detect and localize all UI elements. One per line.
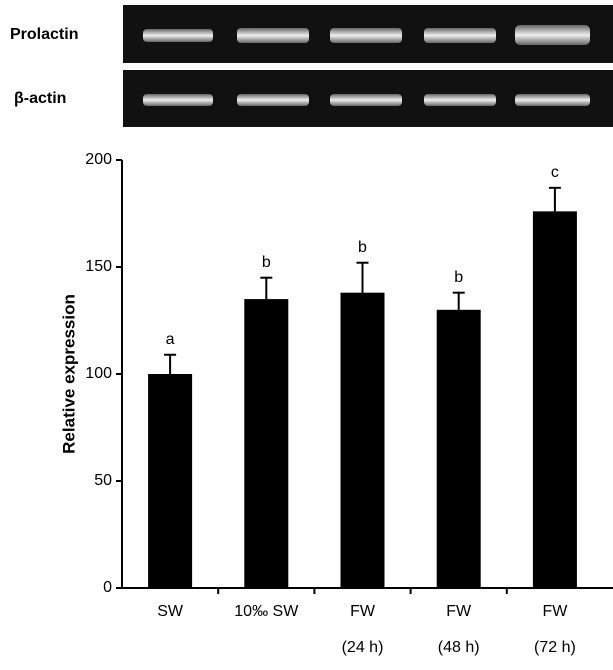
bar	[341, 293, 385, 588]
x-tick-label: FW	[542, 603, 568, 620]
y-axis-title: Relative expression	[59, 294, 78, 454]
band	[515, 94, 590, 106]
y-tick-label: 50	[94, 472, 112, 489]
figure: Prolactin β-actin Relative expression 0 5…	[0, 0, 613, 665]
bar	[244, 299, 288, 588]
y-tick-label: 100	[85, 365, 112, 382]
x-tick-label: 10‰ SW	[234, 603, 299, 620]
band	[237, 94, 309, 106]
x-tick-note: (24 h)	[342, 639, 384, 656]
bar	[533, 211, 577, 588]
gel-label: Prolactin	[10, 26, 78, 43]
bar	[437, 310, 481, 588]
bar	[148, 374, 192, 588]
band	[424, 94, 496, 106]
y-tick-label: 0	[103, 579, 112, 596]
significance-letter: c	[551, 164, 559, 181]
x-tick-label: SW	[157, 603, 184, 620]
band	[143, 94, 213, 106]
significance-letter: b	[454, 269, 463, 286]
x-tick-note: (48 h)	[438, 639, 480, 656]
band	[330, 28, 402, 43]
x-tick-note: (72 h)	[534, 639, 576, 656]
y-tick-label: 150	[85, 258, 112, 275]
gel-label: β-actin	[14, 90, 66, 107]
band	[143, 29, 213, 42]
band	[237, 28, 309, 43]
significance-letter: b	[358, 239, 367, 256]
band	[515, 25, 590, 45]
significance-letter: a	[166, 331, 175, 348]
y-tick-label: 200	[85, 151, 112, 168]
significance-letter: b	[262, 254, 271, 271]
band	[330, 94, 402, 106]
band	[424, 28, 496, 43]
x-tick-label: FW	[446, 603, 472, 620]
x-tick-label: FW	[350, 603, 376, 620]
